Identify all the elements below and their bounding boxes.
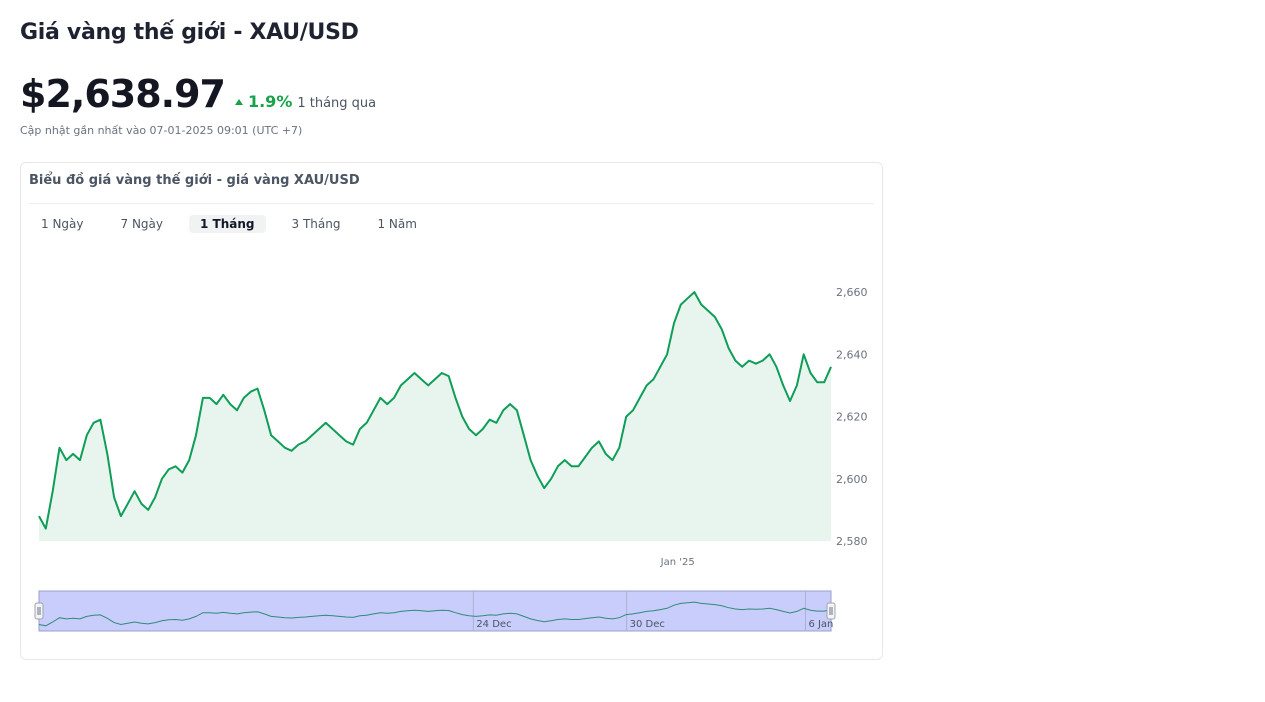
range-tabs: 1 Ngày 7 Ngày 1 Tháng 3 Tháng 1 Năm <box>30 215 443 233</box>
navigator-date-label: 6 Jan <box>808 619 833 630</box>
navigator-date-label: 30 Dec <box>630 619 665 630</box>
navigator-handle-left[interactable] <box>34 602 44 620</box>
tab-1-month[interactable]: 1 Tháng <box>189 215 266 233</box>
price-line <box>38 291 832 530</box>
tab-1-day[interactable]: 1 Ngày <box>41 217 84 231</box>
x-tick-label: Jan '25 <box>660 557 695 568</box>
tab-7-days[interactable]: 7 Ngày <box>120 217 164 231</box>
current-price: $2,638.97 <box>20 72 226 116</box>
page-title: Giá vàng thế giới - XAU/USD <box>20 20 359 45</box>
price-chart[interactable]: 2,580 2,600 2,620 2,640 2,660 Jan '25 24 Dec 30… <box>21 163 884 661</box>
y-tick-label: 2,620 <box>836 411 868 424</box>
tab-3-months[interactable]: 3 Tháng <box>291 217 341 231</box>
y-tick-label: 2,660 <box>836 286 868 299</box>
navigator-date-label: 24 Dec <box>476 619 511 630</box>
change-percent: 1.9% <box>247 92 293 111</box>
y-tick-label: 2,580 <box>836 535 868 548</box>
tab-1-year[interactable]: 1 Năm <box>377 217 417 231</box>
chart-card-title: Biểu đồ giá vàng thế giới - giá vàng XAU… <box>29 173 360 188</box>
last-updated: Cập nhật gần nhất vào 07-01-2025 09:01 (… <box>20 124 303 137</box>
y-tick-label: 2,600 <box>836 473 868 486</box>
divider <box>29 203 874 204</box>
price-summary: $2,638.97 1.9% 1 tháng qua <box>20 72 376 116</box>
price-change: 1.9% 1 tháng qua <box>234 92 377 111</box>
triangle-up-icon <box>234 99 243 105</box>
navigator-handle-right[interactable] <box>826 602 836 620</box>
chart-card: Biểu đồ giá vàng thế giới - giá vàng XAU… <box>20 162 883 660</box>
navigator-series <box>38 601 832 627</box>
price-area <box>39 292 831 541</box>
y-tick-label: 2,640 <box>836 348 868 361</box>
change-period: 1 tháng qua <box>297 96 377 111</box>
